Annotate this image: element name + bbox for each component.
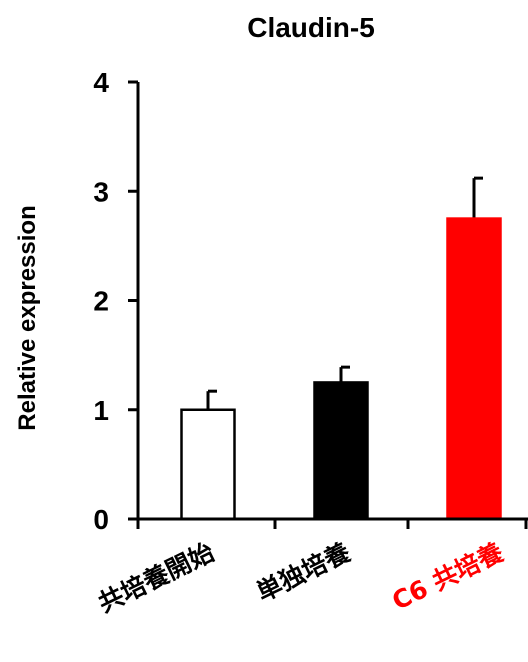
bar [446,217,502,521]
x-category-label: 共培養開始 [94,537,219,618]
y-tick-label: 1 [93,395,109,426]
y-axis-label: Relative expression [14,205,41,430]
y-tick-label: 2 [93,286,109,317]
x-category-label: 単独培養 [252,537,355,607]
y-tick-label: 3 [93,176,109,207]
x-category-label: C6 共培養 [388,537,508,615]
plot-area: 0 1 2 3 4 共培養開始 単独培養 C6 共培養 [93,67,528,618]
y-tick-label: 0 [93,504,109,535]
bar [313,381,369,521]
bar [180,408,236,521]
chart-title: Claudin-5 [247,12,375,43]
y-tick-label: 4 [93,67,109,98]
